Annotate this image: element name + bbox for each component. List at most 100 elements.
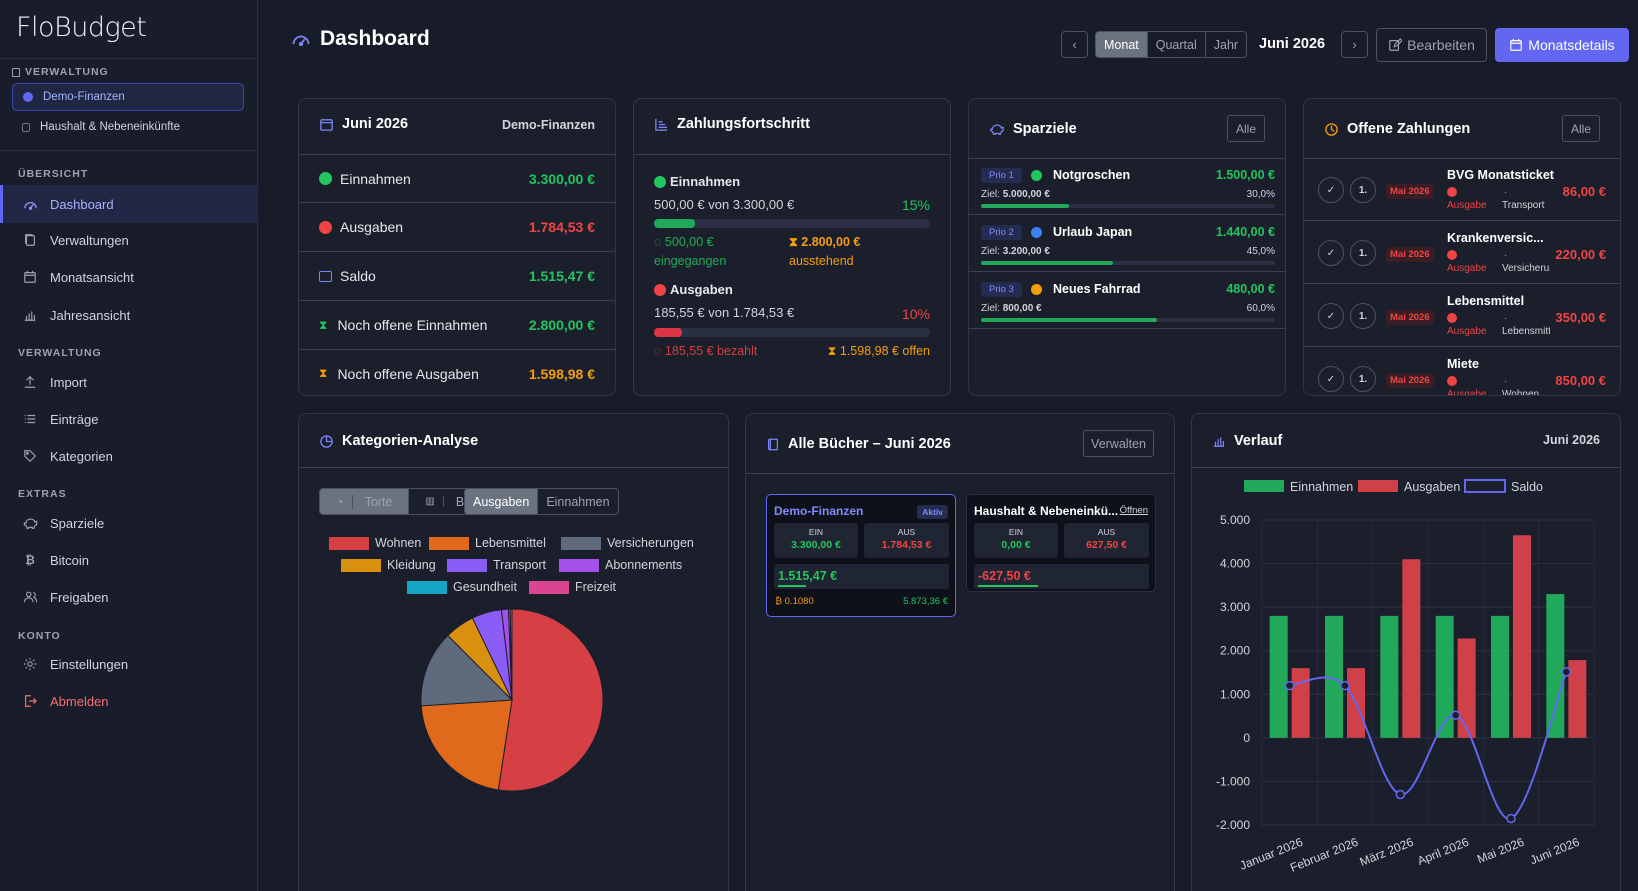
saldo-point[interactable]	[1340, 680, 1350, 691]
bar-ausgaben[interactable]	[1513, 535, 1531, 738]
pie-legend-item[interactable]: Gesundheit	[407, 580, 517, 594]
bar-einnahmen[interactable]	[1325, 615, 1343, 738]
sidebar-item-bitcoin[interactable]: ₿ Bitcoin	[0, 541, 257, 579]
priority-badge: Prio 1	[981, 168, 1022, 183]
tab-jahr[interactable]: Jahr	[1213, 37, 1239, 52]
goal-progress-fill	[981, 204, 1070, 208]
chevron-left-icon: ‹	[1072, 37, 1077, 52]
logout-icon	[22, 693, 38, 709]
tab-quartal[interactable]: Quartal	[1148, 32, 1206, 57]
pie-legend-item[interactable]: Lebensmittel	[429, 536, 546, 550]
saldo-point[interactable]	[1395, 789, 1406, 800]
admin-item-haushalt[interactable]: Haushalt & Nebeneinkünfte	[12, 113, 244, 141]
hourglass-icon: ⧗	[319, 366, 328, 380]
book-card-demo-finanzen[interactable]: Demo-Finanzen Aktiv EIN 3.300,00 € AUS 1…	[766, 494, 956, 617]
payment-index: 1.	[1350, 177, 1376, 203]
payment-type: Ausgabe	[1447, 326, 1487, 337]
legend-swatch	[1358, 480, 1398, 492]
sidebar-item-jahresansicht[interactable]: Jahresansicht	[0, 296, 257, 334]
list-icon	[22, 411, 38, 427]
sidebar-item-verwaltungen[interactable]: Verwaltungen	[0, 221, 257, 259]
sidebar-item-abmelden[interactable]: Abmelden	[0, 682, 257, 720]
plus-circle-icon	[654, 175, 666, 188]
open-payment-item[interactable]: ✓ 1. Mai 2026 Lebensmittel Ausgabe · Leb…	[1304, 285, 1620, 347]
sidebar-item-eintraege[interactable]: Einträge	[0, 400, 257, 438]
payment-type: Ausgabe	[1447, 389, 1487, 396]
bar-ausgaben[interactable]	[1568, 660, 1587, 738]
plus-circle-icon	[319, 172, 332, 185]
payment-index: 1.	[1350, 366, 1376, 392]
bar-einnahmen[interactable]	[1491, 615, 1509, 738]
expenses-progress-bar	[654, 328, 930, 337]
tab-torte[interactable]: ◔ Torte	[320, 489, 410, 514]
pie-legend-item[interactable]: Versicherungen	[561, 536, 694, 550]
savings-all-button[interactable]: Alle	[1227, 115, 1265, 142]
savings-goal-item[interactable]: Prio 1 Notgroschen 1.500,00 € Ziel: 5.00…	[969, 159, 1285, 215]
sidebar-item-einstellungen[interactable]: Einstellungen	[0, 645, 257, 683]
goal-amount: 1.440,00 €	[1215, 225, 1275, 239]
open-payment-item[interactable]: ✓ 1. Mai 2026 Miete Ausgabe · Wohnen 850…	[1304, 348, 1620, 396]
pie-slice-versicherungen[interactable]	[420, 634, 514, 707]
piggy-bank-icon	[22, 515, 38, 531]
open-payments-all-button[interactable]: Alle	[1562, 115, 1600, 142]
saldo-point[interactable]	[1561, 667, 1572, 677]
hourglass-icon: ⧗	[827, 344, 837, 358]
legend-swatch	[559, 558, 599, 572]
active-badge: Aktiv	[917, 505, 948, 519]
summary-row-open-expenses: ⧗ Noch offene Ausgaben 1.598,98 €	[319, 365, 595, 382]
savings-title: Sparziele	[989, 121, 1077, 137]
bar-ausgaben[interactable]	[1457, 638, 1476, 738]
open-book-link[interactable]: Öffnen	[1119, 505, 1148, 516]
prev-period-button[interactable]: ‹	[1061, 31, 1088, 58]
sidebar-item-sparziele[interactable]: Sparziele	[0, 504, 257, 542]
tab-monat[interactable]: Monat	[1096, 32, 1148, 57]
pie-legend-item[interactable]: Wohnen	[329, 536, 421, 550]
book-expense-box: AUS 1.784,53 €	[864, 523, 949, 558]
pie-slice-wohnen[interactable]	[497, 608, 604, 792]
pie-legend-item[interactable]: Kleidung	[341, 558, 436, 572]
summary-title: Juni 2026	[319, 116, 408, 132]
sidebar-item-freigaben[interactable]: Freigaben	[0, 578, 257, 616]
bar-einnahmen[interactable]	[1435, 615, 1454, 738]
pie-legend-item[interactable]: Transport	[447, 558, 546, 572]
bar-einnahmen[interactable]	[1380, 615, 1399, 738]
goal-progress-bar	[981, 318, 1275, 322]
mark-paid-button[interactable]: ✓	[1318, 240, 1344, 266]
manage-books-button[interactable]: Verwalten	[1083, 430, 1154, 457]
next-period-button[interactable]: ›	[1341, 31, 1368, 58]
pie-legend-item[interactable]: Abonnements	[559, 558, 682, 572]
bar-einnahmen[interactable]	[1269, 615, 1288, 738]
tab-ausgaben[interactable]: Ausgaben	[465, 489, 539, 514]
pie-slice-freizeit[interactable]	[509, 608, 513, 701]
mark-paid-button[interactable]: ✓	[1318, 303, 1344, 329]
bar-ausgaben[interactable]	[1402, 559, 1421, 738]
pie-slice-lebensmittel[interactable]	[420, 699, 513, 791]
sidebar-item-import[interactable]: Import	[0, 363, 257, 401]
savings-goal-item[interactable]: Prio 2 Urlaub Japan 1.440,00 € Ziel: 3.2…	[969, 216, 1285, 272]
saldo-point[interactable]	[1284, 680, 1295, 691]
sidebar-item-monatsansicht[interactable]: Monatsansicht	[0, 258, 257, 296]
pie-legend-item[interactable]: Freizeit	[529, 580, 616, 594]
open-payment-item[interactable]: ✓ 1. Mai 2026 BVG Monatsticket Ausgabe ·…	[1304, 159, 1620, 221]
bar-ausgaben[interactable]	[1291, 668, 1310, 738]
saldo-point[interactable]	[1506, 813, 1516, 824]
bar-einnahmen[interactable]	[1546, 594, 1565, 738]
mark-paid-button[interactable]: ✓	[1318, 177, 1344, 203]
sidebar-item-dashboard[interactable]: Dashboard	[0, 185, 257, 223]
copy-icon	[22, 232, 38, 248]
savings-goal-item[interactable]: Prio 3 Neues Fahrrad 480,00 € Ziel: 800,…	[969, 273, 1285, 329]
admin-item-demo-finanzen[interactable]: Demo-Finanzen	[12, 83, 244, 111]
gear-icon	[22, 656, 38, 672]
mark-paid-button[interactable]: ✓	[1318, 366, 1344, 392]
pie-chart-icon	[320, 434, 333, 448]
edit-button[interactable]: Bearbeiten	[1376, 28, 1487, 62]
month-details-button[interactable]: Monatsdetails	[1495, 28, 1629, 62]
expense-label: AUS	[1097, 527, 1116, 537]
book-card-haushalt[interactable]: Haushalt & Nebeneinkü... Öffnen EIN 0,00…	[966, 494, 1156, 592]
open-payment-item[interactable]: ✓ 1. Mai 2026 Krankenversic... Ausgabe ·…	[1304, 222, 1620, 284]
saldo-point[interactable]	[1450, 710, 1461, 720]
sidebar-item-kategorien[interactable]: Kategorien	[0, 437, 257, 475]
book-income-box: EIN 3.300,00 €	[774, 523, 858, 558]
legend-label: Versicherungen	[607, 536, 694, 550]
tab-einnahmen[interactable]: Einnahmen	[546, 494, 610, 509]
